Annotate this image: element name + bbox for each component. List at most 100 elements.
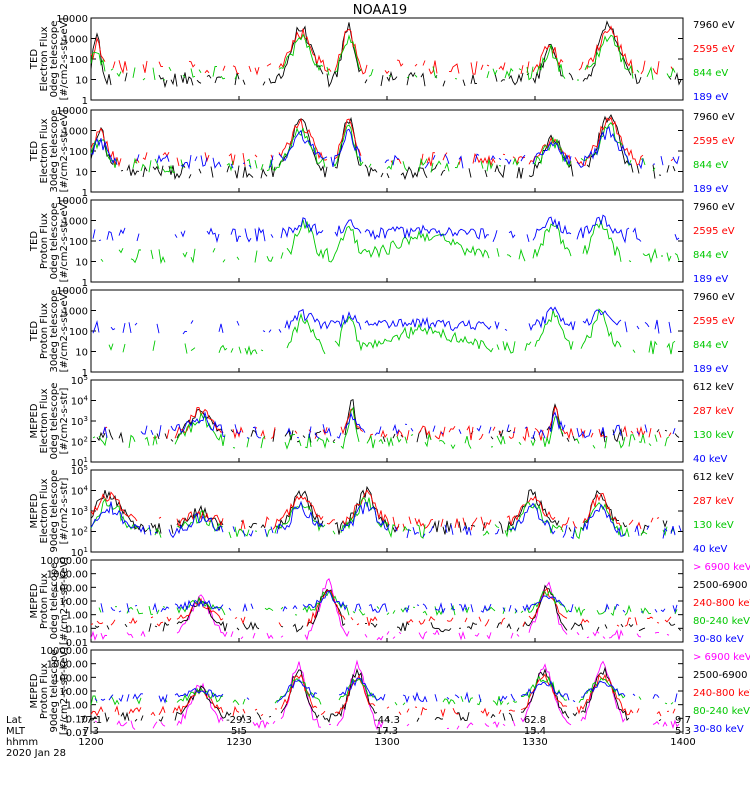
y-axis-title: TEDElectron Flux0deg telescope[#/cm2-s-s… bbox=[29, 18, 70, 101]
y-tick-label: 0.10 bbox=[66, 714, 88, 725]
x-tick-label: 7.3 bbox=[83, 726, 99, 737]
x-tick-label: -44.3 bbox=[374, 715, 400, 726]
y-axis-title: MEPEDProton Flux90deg telescope[#/cm2-s-… bbox=[29, 647, 70, 735]
y-tick-label: 103 bbox=[71, 415, 88, 428]
panel-2: 10000 1000 100 10 1 TEDElectron Flux30deg tel… bbox=[29, 106, 735, 199]
panel-8: 10000.00 1000.00 100.00 10.00 1.00 0.10 0.01ME… bbox=[29, 646, 750, 739]
legend-entry: 844 eV bbox=[693, 68, 728, 79]
panel-frame bbox=[90, 289, 684, 373]
y-axis-title: TEDProton Flux30deg telescope[#/cm2-s-st… bbox=[29, 289, 70, 372]
x-tick-label: 1200 bbox=[78, 737, 103, 748]
series-line bbox=[94, 677, 678, 704]
y-tick-label: 103 bbox=[71, 505, 88, 518]
chart-title: NOAA19 bbox=[353, 3, 407, 18]
y-tick-label: 1000 bbox=[63, 307, 88, 318]
y-tick-label: 1000 bbox=[63, 127, 88, 138]
y-tick-label: 10000 bbox=[56, 286, 88, 297]
legend-entry: 2500-6900 bbox=[693, 670, 748, 681]
series-line bbox=[90, 500, 682, 540]
legend-entry: 2595 eV bbox=[693, 316, 735, 327]
y-tick-label: 1 bbox=[82, 188, 88, 199]
series-line bbox=[91, 123, 673, 173]
legend-entry: 844 eV bbox=[693, 160, 728, 171]
panel-4: 10000 1000 100 10 1 TEDProton Flux30deg teles… bbox=[29, 286, 735, 379]
x-tick-label: 1230 bbox=[226, 737, 251, 748]
y-tick-label: 1000.00 bbox=[47, 660, 88, 671]
y-tick-label: 10 bbox=[75, 168, 88, 179]
y-tick-label: 100 bbox=[69, 237, 88, 248]
y-tick-label: 10 bbox=[75, 348, 88, 359]
y-tick-label: 10 bbox=[75, 258, 88, 269]
legend-entry: 40 keV bbox=[693, 454, 727, 465]
x-tick-label: -29.3 bbox=[226, 715, 252, 726]
y-tick-label: 1 bbox=[82, 368, 88, 379]
y-tick-label: 100.00 bbox=[53, 673, 88, 684]
legend-entry: 287 keV bbox=[693, 496, 734, 507]
legend-entry: 240-800 keV bbox=[693, 598, 750, 609]
series-line bbox=[100, 219, 680, 265]
panel-1: 10000 1000 100 10 1 TEDElectron Flux0deg tele… bbox=[29, 14, 735, 107]
y-tick-label: 1 bbox=[82, 278, 88, 289]
series-line bbox=[92, 214, 680, 244]
y-tick-label: 100 bbox=[69, 147, 88, 158]
legend-entry: 7960 eV bbox=[693, 20, 735, 31]
date-label: 2020 Jan 28 bbox=[6, 748, 66, 759]
y-tick-label: 10.00 bbox=[59, 597, 88, 608]
x-tick-label: 77.1 bbox=[80, 715, 102, 726]
y-tick-label: 105 bbox=[71, 374, 88, 387]
legend-entry: 130 keV bbox=[693, 430, 734, 441]
legend-entry: > 6900 keV bbox=[693, 652, 750, 663]
y-axis-title: TEDProton Flux0deg telescope[#/cm2-s-str… bbox=[29, 200, 70, 283]
x-row-label: Lat bbox=[6, 715, 22, 726]
series-line bbox=[91, 118, 677, 167]
y-tick-label: 100 bbox=[69, 55, 88, 66]
legend-entry: 189 eV bbox=[693, 274, 728, 285]
legend-entry: 2595 eV bbox=[693, 44, 735, 55]
series-line bbox=[90, 485, 674, 535]
y-tick-label: 0.10 bbox=[66, 624, 88, 635]
y-axis-title: MEPEDProton Flux0deg telescope[#/cm2-s-s… bbox=[29, 557, 70, 645]
x-tick-label: 15.4 bbox=[524, 726, 546, 737]
series-line bbox=[96, 398, 680, 443]
legend-entry: 80-240 keV bbox=[693, 706, 750, 717]
series-line bbox=[93, 307, 675, 334]
y-tick-label: 10.00 bbox=[59, 687, 88, 698]
y-tick-label: 100.00 bbox=[53, 583, 88, 594]
y-axis-title: TEDElectron Flux30deg telescope[#/cm2-s-… bbox=[29, 109, 70, 192]
legend-entry: 7960 eV bbox=[693, 112, 735, 123]
y-axis-title: MEPEDElectron Flux90deg telescope[#/cm2-… bbox=[29, 469, 70, 552]
y-tick-label: 1000.00 bbox=[47, 570, 88, 581]
y-tick-label: 10 bbox=[75, 76, 88, 87]
y-tick-label: 100 bbox=[69, 327, 88, 338]
legend-entry: 30-80 keV bbox=[693, 634, 744, 645]
legend-entry: 130 keV bbox=[693, 520, 734, 531]
y-tick-label: 10000.00 bbox=[40, 556, 88, 567]
x-tick-label: 1300 bbox=[374, 737, 399, 748]
y-tick-label: 104 bbox=[71, 395, 89, 408]
y-tick-label: 104 bbox=[71, 485, 89, 498]
x-tick-label: 5.3 bbox=[675, 726, 691, 737]
panel-7: 10000.00 1000.00 100.00 10.00 1.00 0.10 0.01ME… bbox=[29, 556, 750, 649]
y-tick-label: 10000.00 bbox=[40, 646, 88, 657]
panel-3: 10000 1000 100 10 1 TEDProton Flux0deg telesc… bbox=[29, 196, 735, 289]
x-tick-label: 9.7 bbox=[675, 715, 691, 726]
y-tick-label: 0.01 bbox=[66, 638, 88, 649]
y-tick-label: 102 bbox=[71, 436, 88, 449]
legend-entry: 189 eV bbox=[693, 92, 728, 103]
legend-entry: 80-240 keV bbox=[693, 616, 750, 627]
y-tick-label: 1 bbox=[82, 96, 88, 107]
y-tick-label: 1.00 bbox=[66, 611, 88, 622]
series-line bbox=[109, 309, 681, 354]
legend-entry: 844 eV bbox=[693, 340, 728, 351]
y-tick-label: 1000 bbox=[63, 217, 88, 228]
y-tick-label: 0.01 bbox=[66, 728, 88, 739]
series-line bbox=[90, 126, 680, 170]
series-line bbox=[91, 27, 681, 75]
series-line bbox=[91, 115, 679, 179]
legend-entry: 189 eV bbox=[693, 364, 728, 375]
x-tick-label: 1330 bbox=[522, 737, 547, 748]
y-tick-label: 1.00 bbox=[66, 701, 88, 712]
legend-entry: 612 keV bbox=[693, 472, 734, 483]
